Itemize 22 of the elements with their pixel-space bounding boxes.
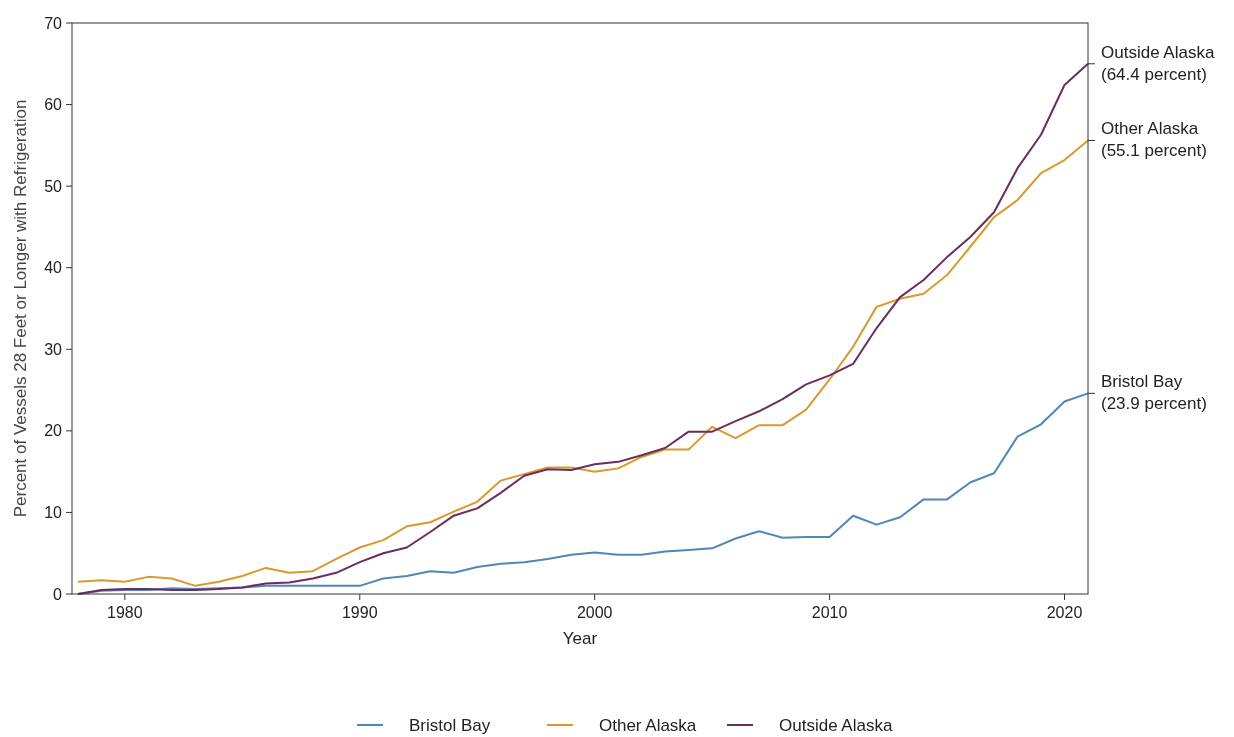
- line-series: [76, 139, 1089, 587]
- y-tick-label: 10: [44, 504, 63, 522]
- x-tick-label: 2000: [576, 604, 613, 621]
- y-tick-label: 50: [44, 177, 63, 195]
- legend-label: Outside Alaska: [779, 715, 893, 735]
- y-tick-label: 70: [44, 14, 63, 32]
- x-tick-label: 1990: [341, 604, 378, 621]
- x-tick-label: 1980: [107, 604, 143, 621]
- text: Outside Alaska (64.4 percent): [1101, 42, 1215, 84]
- y-tick-label: 20: [44, 422, 63, 440]
- y-tick-label: 60: [44, 96, 63, 114]
- text: Bristol Bay (23.9 percent): [1101, 372, 1207, 414]
- x-axis-title: Year: [562, 629, 598, 648]
- y-tick-label: 40: [44, 259, 63, 277]
- legend-label: Bristol Bay: [409, 715, 491, 735]
- y-axis-title: Percent of Vessels 28 Feet or Longer with Refrigeration: [11, 99, 30, 518]
- x-tick-label: 2010: [811, 604, 848, 621]
- x-tick-label: 2020: [1046, 604, 1083, 621]
- text: Other Alaska (55.1 percent): [1101, 119, 1207, 161]
- y-tick-label: 0: [53, 585, 63, 603]
- legend-label: Other Alaska: [599, 715, 697, 735]
- y-tick-label: 30: [44, 340, 63, 358]
